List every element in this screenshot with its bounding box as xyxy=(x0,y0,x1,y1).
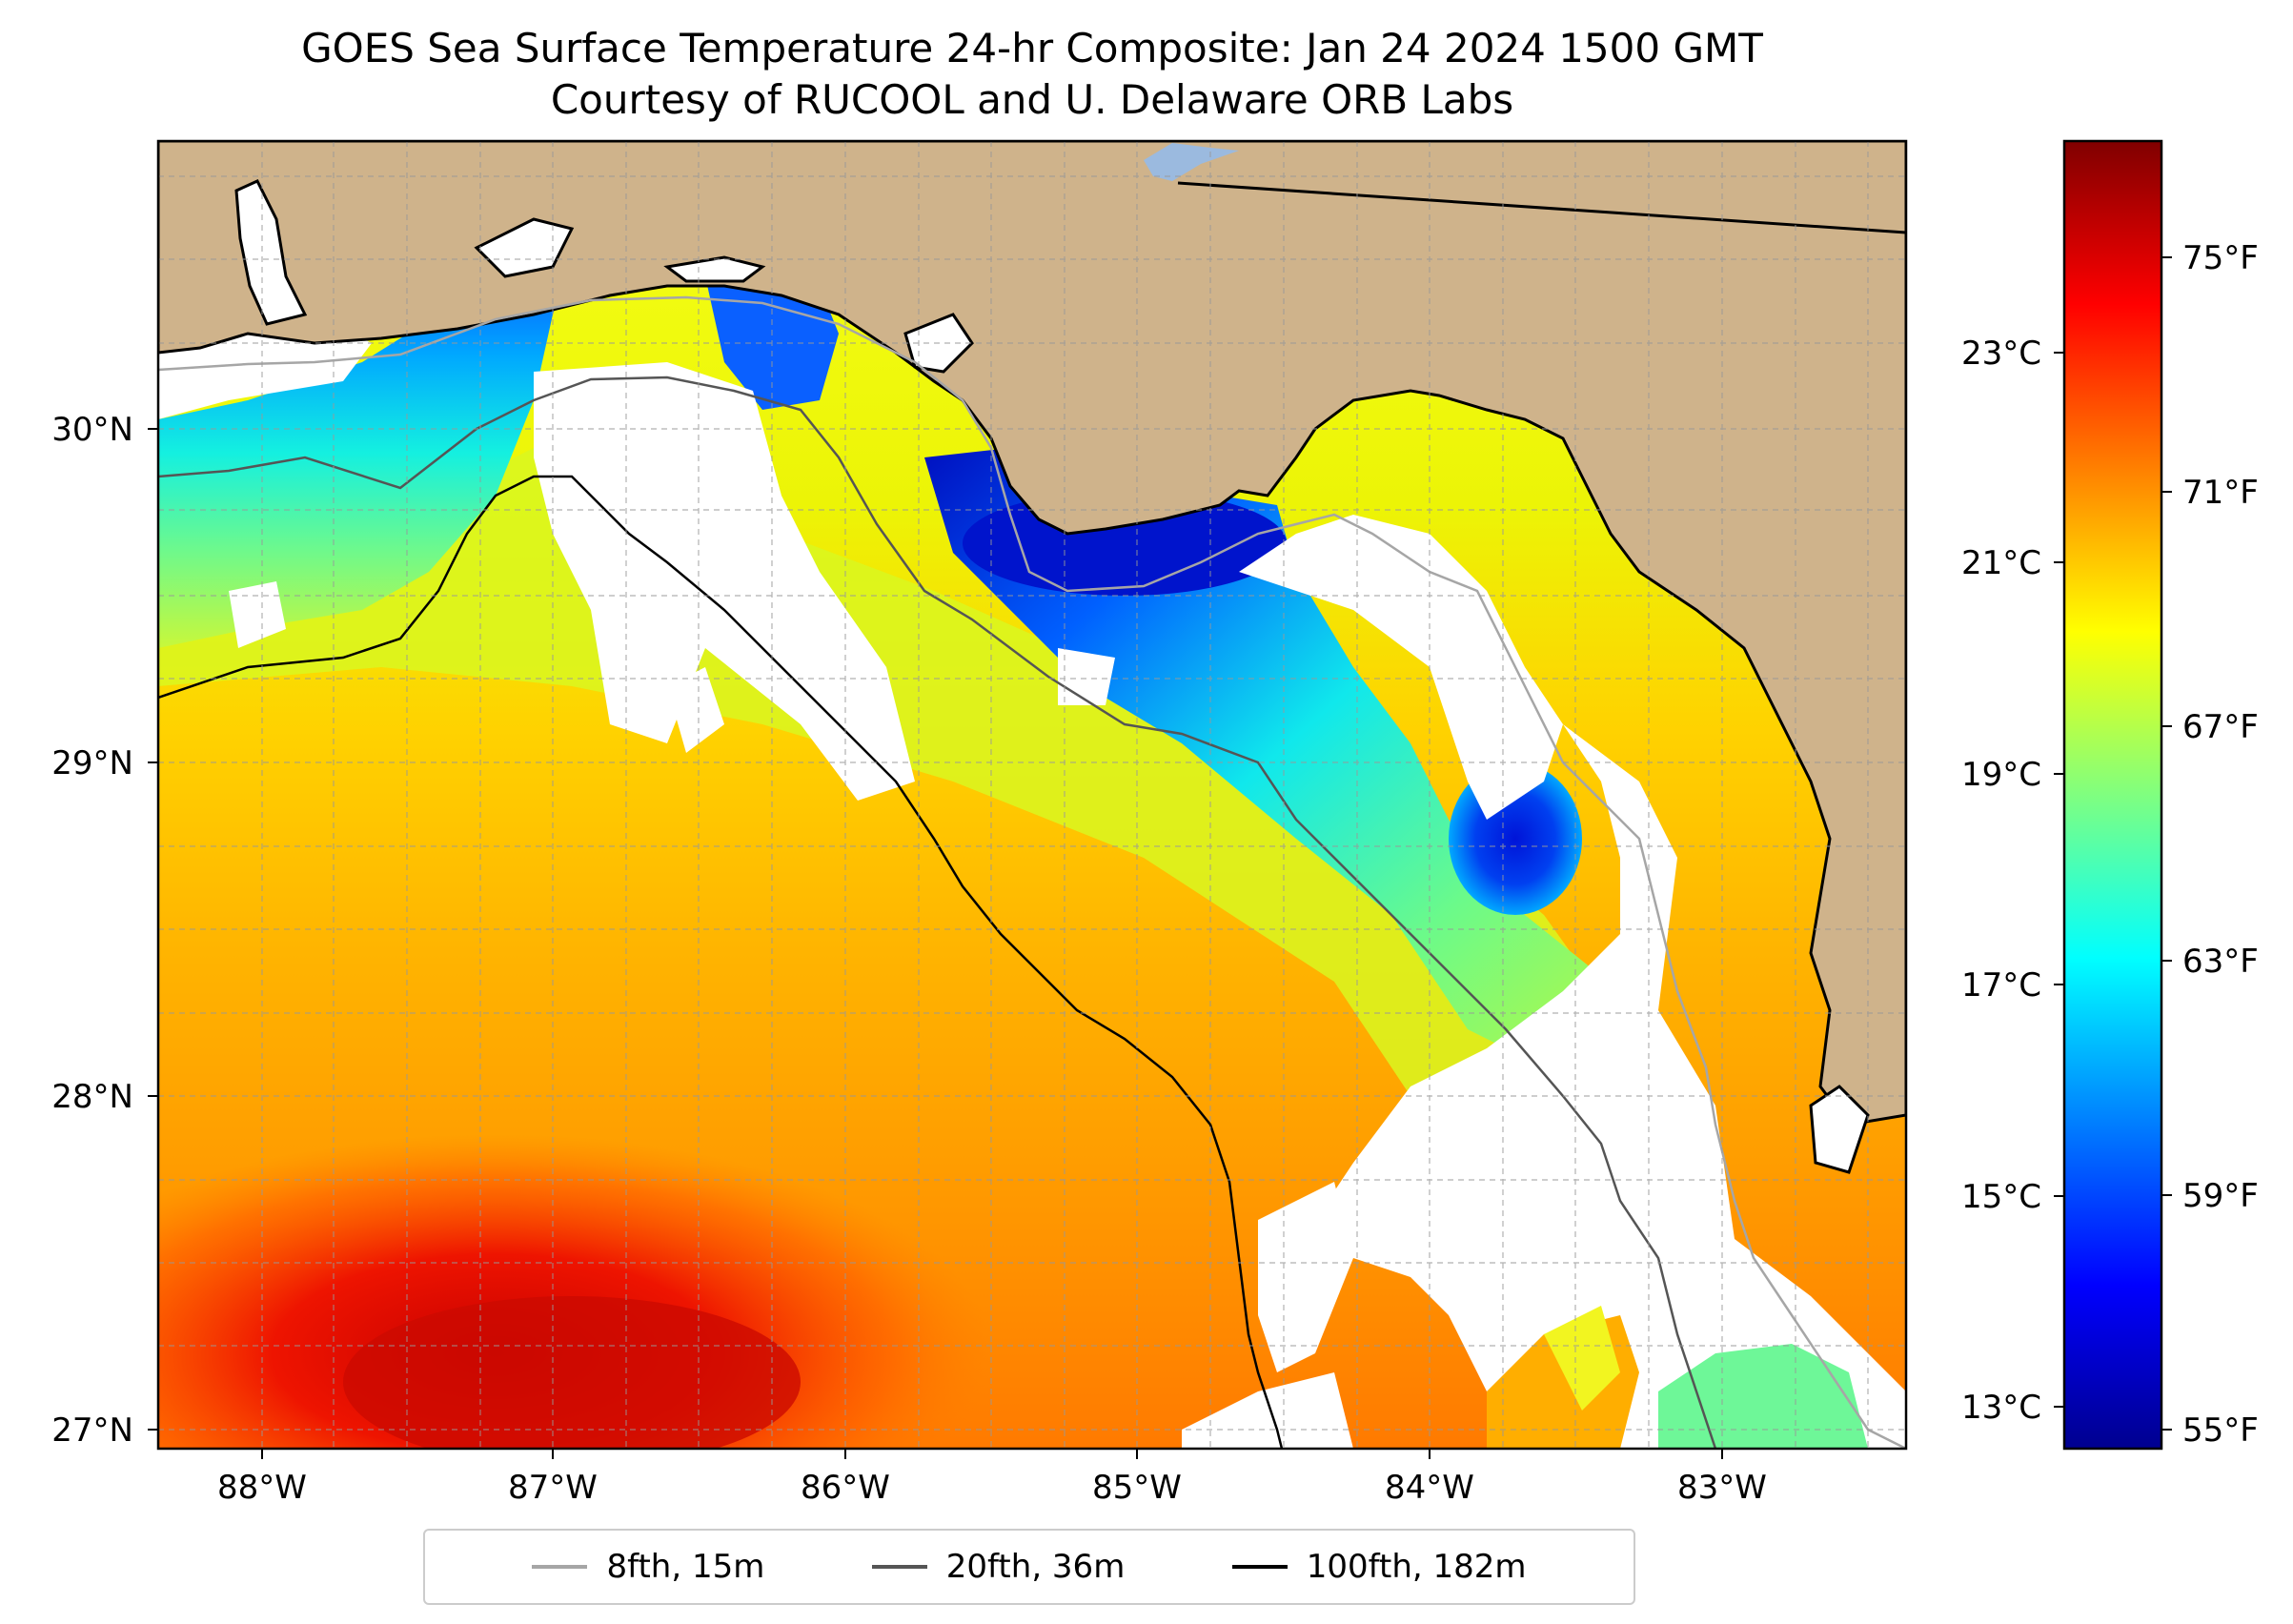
chart-title: GOES Sea Surface Temperature 24-hr Compo… xyxy=(301,25,1763,71)
map-panel xyxy=(158,141,1906,1449)
map-frame xyxy=(156,139,1908,1451)
sst-cool-band xyxy=(158,448,1639,1144)
legend-line-20fth xyxy=(871,1565,927,1569)
mobile-bay xyxy=(234,179,308,326)
lon-tick-label: 87°W xyxy=(508,1469,598,1507)
colorbar-fahrenheit-label: 71°F xyxy=(2182,474,2259,512)
colorbar xyxy=(2062,139,2163,1451)
colorbar-fahrenheit-label: 55°F xyxy=(2182,1411,2259,1450)
sst-se-cyan xyxy=(1658,1344,1868,1449)
colorbar-celsius-label: 13°C xyxy=(1961,1389,2041,1427)
lon-tick-label: 85°W xyxy=(1092,1469,1182,1507)
colorbar-fahrenheit-label: 63°F xyxy=(2182,943,2259,981)
axis-ticks xyxy=(148,428,1723,1459)
colorbar-celsius-label: 19°C xyxy=(1961,756,2041,794)
lon-tick-label: 88°W xyxy=(217,1469,307,1507)
lon-tick-label: 84°W xyxy=(1385,1469,1474,1507)
tampa-bay xyxy=(1809,1085,1870,1174)
legend-line-100fth xyxy=(1231,1565,1288,1569)
lat-tick-label: 28°N xyxy=(51,1078,133,1116)
lat-tick-label: 29°N xyxy=(51,744,133,782)
map-gridlines xyxy=(158,141,1906,1449)
sst-warm-core-inner xyxy=(343,1296,801,1449)
contour-100fth xyxy=(158,475,1284,1449)
lake xyxy=(1144,143,1239,181)
colorbar-celsius-label: 21°C xyxy=(1961,544,2041,582)
colorbar-celsius-label: 15°C xyxy=(1961,1178,2041,1216)
legend-line-8fth xyxy=(532,1565,588,1569)
lon-tick-label: 86°W xyxy=(801,1469,890,1507)
no-data-regions xyxy=(158,315,1906,1449)
land-mass xyxy=(158,141,1906,1127)
lat-tick-label: 30°N xyxy=(51,411,133,449)
contour-legend: 8fth, 15m 20fth, 36m 100fth, 182m xyxy=(423,1529,1635,1605)
colorbar-ticks xyxy=(2054,256,2172,1431)
colorbar-fahrenheit-label: 59°F xyxy=(2182,1177,2259,1215)
sst-big-bend xyxy=(924,448,1620,1067)
colorbar-celsius-label: 17°C xyxy=(1961,966,2041,1005)
legend-item-8fth: 8fth, 15m xyxy=(532,1548,764,1586)
lon-tick-label: 83°W xyxy=(1677,1469,1767,1507)
contour-20fth xyxy=(158,376,1717,1449)
colorbar-fahrenheit-label: 75°F xyxy=(2182,239,2259,277)
sst-se-yellow xyxy=(1544,1306,1620,1411)
legend-item-20fth: 20fth, 36m xyxy=(871,1548,1126,1586)
lat-tick-label: 27°N xyxy=(51,1411,133,1450)
legend-label: 100fth, 182m xyxy=(1306,1548,1527,1586)
colorbar-fahrenheit-label: 67°F xyxy=(2182,708,2259,746)
legend-label: 8fth, 15m xyxy=(606,1548,765,1586)
colorbar-celsius-label: 23°C xyxy=(1961,335,2041,373)
legend-item-100fth: 100fth, 182m xyxy=(1231,1548,1527,1586)
state-border xyxy=(1177,181,1906,234)
pensacola-bay xyxy=(474,217,575,278)
legend-label: 20fth, 36m xyxy=(945,1548,1126,1586)
chart-subtitle: Courtesy of RUCOOL and U. Delaware ORB L… xyxy=(550,76,1514,123)
